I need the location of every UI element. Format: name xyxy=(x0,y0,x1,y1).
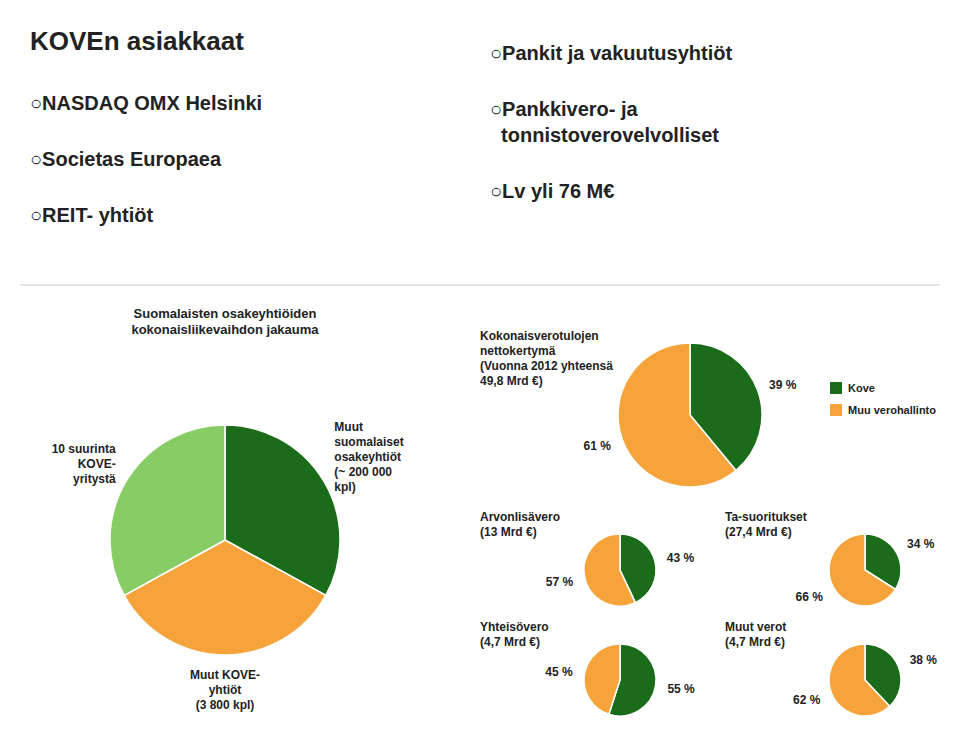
bullet-line: tonnistoverovelvolliset xyxy=(490,124,719,146)
slice-label: 38 % xyxy=(910,653,938,667)
legend-entry: Kove xyxy=(848,382,875,394)
chart-title-line: 49,8 Mrd €) xyxy=(480,374,543,388)
pie-chart: Ta-suoritukset(27,4 Mrd €) 34 % 66 % xyxy=(725,510,935,606)
slice-label: 55 % xyxy=(667,682,695,696)
slice-label-line: 61 % xyxy=(584,439,612,453)
slices xyxy=(829,644,901,716)
panel-title: KOVEn asiakkaat xyxy=(30,26,244,56)
bullet-line: ○REIT- yhtiöt xyxy=(30,204,154,226)
chart-title-line: Arvonlisävero xyxy=(480,510,560,524)
chart-title: Suomalaisten osakeyhtiöidenkokonaisliike… xyxy=(131,306,319,337)
chart-title-line: Kokonaisverotulojen xyxy=(480,329,599,343)
slices xyxy=(110,425,340,655)
pie-slice xyxy=(829,534,895,606)
slice-label-line: 10 suurinta xyxy=(52,442,116,456)
legend-entry: Muu verohallinto xyxy=(848,404,936,416)
slice-label: 61 % xyxy=(584,439,612,453)
chart-title: Arvonlisävero(13 Mrd €) xyxy=(480,510,560,539)
slice-label: 10 suurintaKOVE-yritystä xyxy=(52,442,116,486)
slice-label-line: 57 % xyxy=(546,575,574,589)
slice-label: 34 % xyxy=(907,537,935,551)
slice-label-line: (~ 200 000 xyxy=(334,465,392,479)
slice-label: 62 % xyxy=(793,693,821,707)
pie-chart: Yhteisövero(4,7 Mrd €) 55 % 45 % xyxy=(480,620,695,716)
bullet: ○Lv yli 76 M€ xyxy=(490,180,614,202)
slice-label-line: 62 % xyxy=(793,693,821,707)
pie-slice xyxy=(829,644,890,716)
chart-title: Kokonaisverotulojennettokertymä(Vuonna 2… xyxy=(480,329,613,388)
canvas: KOVEn asiakkaat ○NASDAQ OMX Helsinki ○Soci… xyxy=(0,0,960,730)
chart-title: Yhteisövero(4,7 Mrd €) xyxy=(480,620,549,649)
slice-label: Muutsuomalaisetosakeyhtiöt(~ 200 000kpl) xyxy=(334,420,403,494)
separator xyxy=(20,285,940,286)
pie-chart: Suomalaisten osakeyhtiöidenkokonaisliike… xyxy=(52,306,404,712)
chart-title-line: (4,7 Mrd €) xyxy=(480,635,540,649)
slice-label-line: osakeyhtiöt xyxy=(334,450,401,464)
bullet: ○REIT- yhtiöt xyxy=(30,204,154,226)
text-panel: KOVEn asiakkaat ○NASDAQ OMX Helsinki ○Soci… xyxy=(30,26,262,226)
slice-label-line: 34 % xyxy=(907,537,935,551)
bullet-line: ○Pankkivero- ja xyxy=(490,98,639,120)
slice-label-line: Muut KOVE- xyxy=(190,668,260,682)
pie-slice xyxy=(110,425,225,595)
panel-title-line: KOVEn asiakkaat xyxy=(30,26,244,56)
slice-label: 45 % xyxy=(545,665,573,679)
slice-label-line: Muut xyxy=(334,420,363,434)
legend-swatch xyxy=(830,404,842,416)
chart-title-line: Suomalaisten osakeyhtiöiden xyxy=(134,306,317,321)
pie-chart: Muut verot(4,7 Mrd €) 38 % 62 % xyxy=(725,620,937,716)
bullet-line: ○Lv yli 76 M€ xyxy=(490,180,614,202)
bullet-line: ○Societas Europaea xyxy=(30,148,222,170)
slice-label-line: KOVE- xyxy=(78,457,116,471)
slice-label: 66 % xyxy=(796,590,824,604)
slice-label-line: kpl) xyxy=(334,480,355,494)
slices xyxy=(618,343,762,487)
chart-title: Ta-suoritukset(27,4 Mrd €) xyxy=(725,510,807,539)
pie-slice xyxy=(584,534,635,606)
chart-title-line: (Vuonna 2012 yhteensä xyxy=(480,359,613,373)
slice-label-line: (3 800 kpl) xyxy=(196,698,255,712)
slices xyxy=(584,644,656,716)
pie-chart: Arvonlisävero(13 Mrd €) 43 % 57 % xyxy=(480,510,695,606)
pie-slice xyxy=(618,343,736,487)
chart-title-line: Yhteisövero xyxy=(480,620,549,634)
legend-swatch xyxy=(830,382,842,394)
slice-label-line: 66 % xyxy=(796,590,824,604)
legend: Kove Muu verohallinto xyxy=(830,382,936,416)
chart-title-line: Ta-suoritukset xyxy=(725,510,807,524)
bullet: ○Societas Europaea xyxy=(30,148,222,170)
pie-slice xyxy=(584,644,620,714)
slice-label: 57 % xyxy=(546,575,574,589)
chart-title: Muut verot(4,7 Mrd €) xyxy=(725,620,786,649)
bullet: ○NASDAQ OMX Helsinki xyxy=(30,92,262,114)
slice-label-line: 55 % xyxy=(667,682,695,696)
bullet-line: ○Pankit ja vakuutusyhtiöt xyxy=(490,42,732,64)
slice-label: 43 % xyxy=(667,551,695,565)
bullet-line: ○NASDAQ OMX Helsinki xyxy=(30,92,262,114)
chart-title-line: (13 Mrd €) xyxy=(480,525,537,539)
slice-label: Muut KOVE-yhtiöt(3 800 kpl) xyxy=(190,668,260,712)
slices xyxy=(829,534,901,606)
bullet: ○Pankit ja vakuutusyhtiöt xyxy=(490,42,732,64)
slice-label-line: 45 % xyxy=(545,665,573,679)
slice-label: 39 % xyxy=(769,378,797,392)
chart-title-line: Muut verot xyxy=(725,620,786,634)
text-panel: ○Pankit ja vakuutusyhtiöt ○Pankkivero- ja… xyxy=(490,42,732,202)
slice-label-line: yritystä xyxy=(73,472,116,486)
slice-label-line: 38 % xyxy=(910,653,938,667)
chart-title-line: nettokertymä xyxy=(480,344,556,358)
slice-label-line: suomalaiset xyxy=(334,435,403,449)
slice-label-line: yhtiöt xyxy=(209,683,242,697)
chart-title-line: (27,4 Mrd €) xyxy=(725,525,792,539)
chart-title-line: kokonaisliikevaihdon jakauma xyxy=(131,322,319,337)
slices xyxy=(584,534,656,606)
bullet: ○Pankkivero- ja tonnistoverovelvolliset xyxy=(490,98,719,146)
slice-label-line: 43 % xyxy=(667,551,695,565)
pie-chart: Kokonaisverotulojennettokertymä(Vuonna 2… xyxy=(480,329,936,487)
slice-label-line: 39 % xyxy=(769,378,797,392)
chart-title-line: (4,7 Mrd €) xyxy=(725,635,785,649)
